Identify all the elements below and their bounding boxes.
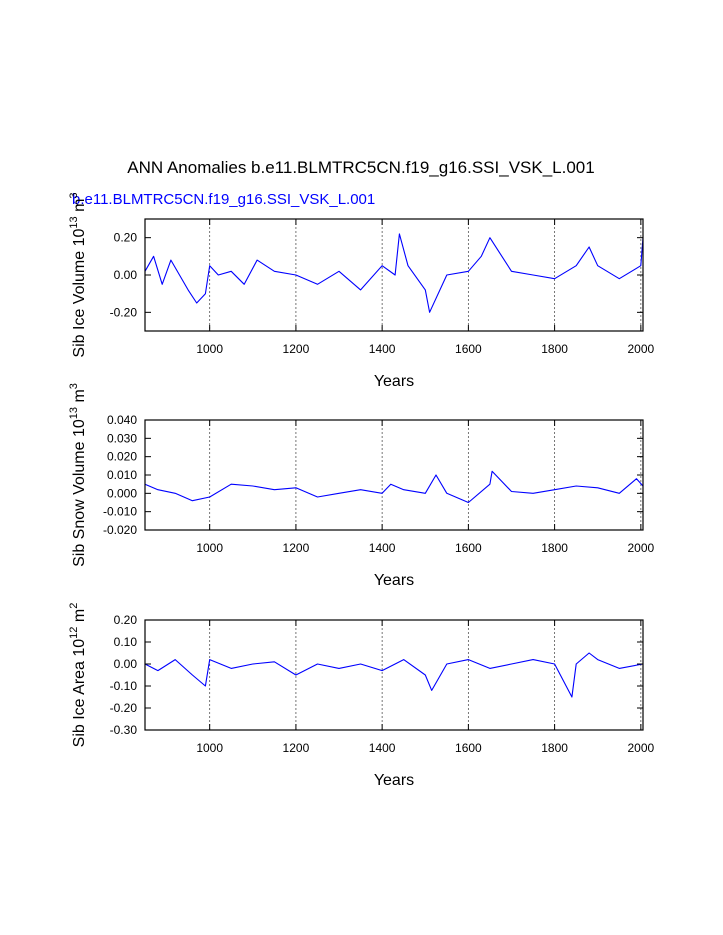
y-tick-label: 0.20 [114,613,138,627]
x-axis-title: Years [374,373,414,390]
y-tick-label: -0.010 [103,505,137,519]
y-tick-label: 0.20 [114,231,138,245]
y-tick-label: 0.00 [114,268,138,282]
data-series-line [144,470,644,504]
y-axis-title: Sib Ice Area 1012 m2 [68,603,88,748]
x-tick-label: 2000 [627,342,654,356]
x-tick-label: 1200 [283,541,310,555]
data-series-line [144,652,644,698]
y-tick-label: 0.000 [107,486,137,500]
y-tick-label: -0.30 [110,723,138,737]
panel-sib-ice-volume: 1000 1200 1400 1600 1800 2000 0.20 0.00 -0.20 Yea… [68,192,655,390]
y-tick-label: -0.10 [110,679,138,693]
figure-title: ANN Anomalies b.e11.BLMTRC5CN.f19_g16.SS… [127,158,594,177]
x-tick-label: 2000 [627,541,654,555]
y-tick-label: 0.030 [107,431,137,445]
x-tick-label: 2000 [627,741,654,755]
y-axis-title: Sib Snow Volume 1013 m3 [68,383,88,567]
x-axis-title: Years [374,572,414,589]
x-tick-label: 1200 [283,342,310,356]
x-tick-label: 1400 [369,741,396,755]
x-tick-label: 1400 [369,342,396,356]
y-tick-label: -0.20 [110,305,138,319]
panel-sib-ice-area: 1000 1200 1400 1600 1800 2000 0.20 0.10 0.00 -0.1… [68,603,655,789]
x-tick-label: 1000 [196,541,223,555]
plot-frame [144,619,644,731]
y-tick-label: -0.20 [110,701,138,715]
y-tick-label: 0.10 [114,635,138,649]
x-tick-label: 1800 [541,342,568,356]
x-axis-title: Years [374,772,414,789]
x-tick-label: 1800 [541,741,568,755]
x-tick-label: 1600 [455,342,482,356]
plot-frame [144,419,644,531]
y-tick-label: 0.00 [114,657,138,671]
panel-sib-snow-volume: 1000 1200 1400 1600 1800 2000 0.040 0.030 0.020 0… [68,383,655,589]
x-tick-label: 1600 [455,741,482,755]
x-tick-label: 1800 [541,541,568,555]
y-tick-label: -0.020 [103,523,137,537]
x-tick-label: 1000 [196,741,223,755]
y-tick-label: 0.040 [107,413,137,427]
x-tick-label: 1600 [455,541,482,555]
y-tick-label: 0.020 [107,450,137,464]
data-series-line [144,233,644,313]
y-axis-title: Sib Ice Volume 1013 m3 [68,192,88,357]
x-tick-label: 1000 [196,342,223,356]
figure-subtitle: b.e11.BLMTRC5CN.f19_g16.SSI_VSK_L.001 [72,191,375,208]
x-tick-label: 1400 [369,541,396,555]
x-tick-label: 1200 [283,741,310,755]
y-tick-label: 0.010 [107,468,137,482]
